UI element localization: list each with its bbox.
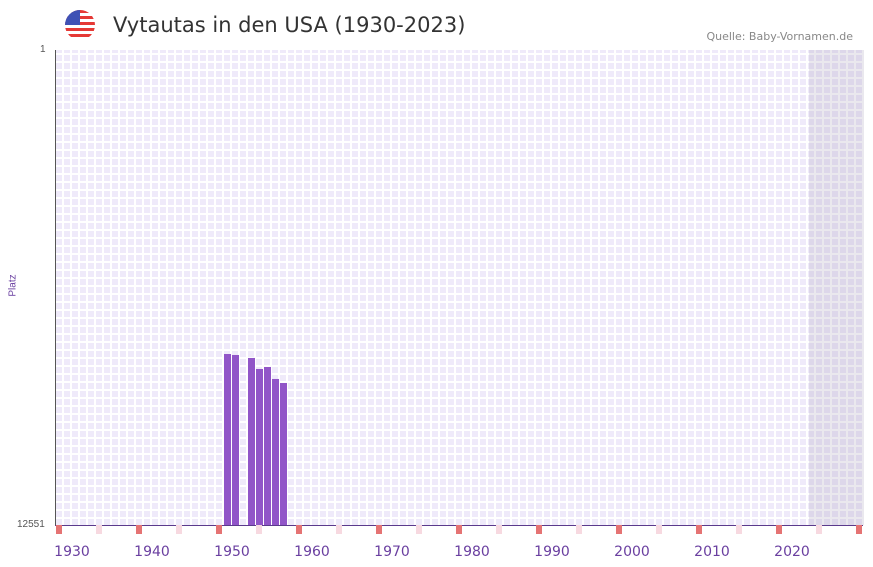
source-label: Quelle: Baby-Vornamen.de — [706, 30, 853, 43]
bar-1950 — [232, 354, 239, 525]
y-tick-bottom: 12551 — [17, 519, 45, 530]
plot-area — [55, 50, 864, 525]
decade-marker — [616, 525, 622, 534]
decade-marker — [376, 525, 382, 534]
decade-marker — [56, 525, 62, 534]
decade-marker — [776, 525, 782, 534]
decade-marker — [256, 525, 262, 534]
decade-marker — [456, 525, 462, 534]
bar-1956 — [280, 382, 287, 525]
y-tick-top: 1 — [40, 44, 46, 55]
x-tick-label-2020: 2020 — [774, 544, 810, 560]
bar-1949 — [224, 354, 231, 525]
decade-marker — [656, 525, 662, 534]
decade-marker — [816, 525, 822, 534]
decade-marker — [296, 525, 302, 534]
decade-marker — [416, 525, 422, 534]
x-tick-label-1950: 1950 — [214, 544, 250, 560]
x-tick-label-1940: 1940 — [134, 544, 170, 560]
x-tick-label-1980: 1980 — [454, 544, 490, 560]
x-tick-label-2010: 2010 — [694, 544, 730, 560]
decade-marker — [136, 525, 142, 534]
decade-marker — [96, 525, 102, 534]
decade-marker — [336, 525, 342, 534]
x-tick-label-1990: 1990 — [534, 544, 570, 560]
chart-title: Vytautas in den USA (1930-2023) — [113, 13, 466, 37]
usa-flag-icon — [65, 10, 95, 40]
bar-1953 — [256, 368, 263, 525]
bar-1952 — [248, 357, 255, 525]
x-tick-label-1930: 1930 — [54, 544, 90, 560]
decade-marker — [576, 525, 582, 534]
decade-marker — [696, 525, 702, 534]
x-tick-label-1970: 1970 — [374, 544, 410, 560]
decade-marker — [496, 525, 502, 534]
bar-1954 — [264, 366, 271, 525]
decade-marker — [216, 525, 222, 534]
x-tick-label-2000: 2000 — [614, 544, 650, 560]
decade-marker — [856, 525, 862, 534]
incomplete-data-shade — [809, 50, 864, 525]
bar-1955 — [272, 378, 279, 525]
decade-marker — [536, 525, 542, 534]
decade-marker — [176, 525, 182, 534]
decade-marker — [736, 525, 742, 534]
x-tick-label-1960: 1960 — [294, 544, 330, 560]
